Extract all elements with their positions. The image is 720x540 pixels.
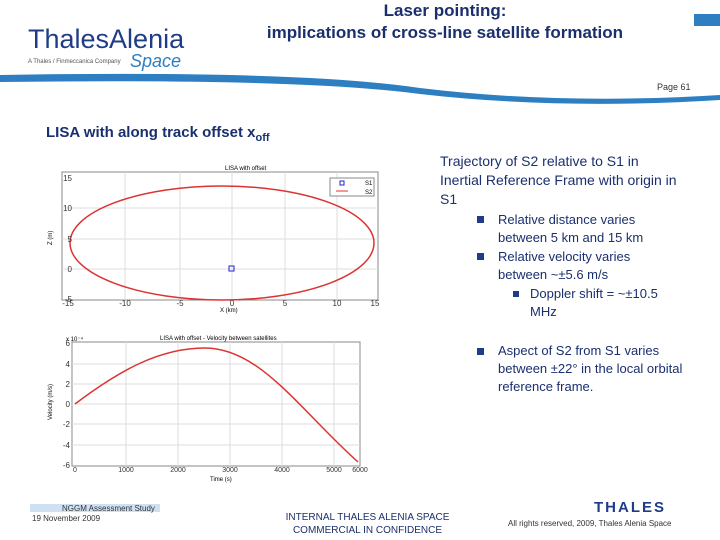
y-tick-label: 0: [66, 400, 71, 409]
logo-sub: A Thales / Finmeccanica Company: [28, 59, 121, 65]
y-tick-label: -5: [65, 295, 73, 304]
plot2-grid: [72, 342, 360, 466]
footer-rights: All rights reserved, 2009, Thales Alenia…: [508, 519, 672, 528]
bullet-marker: [477, 253, 484, 260]
footer-band: [30, 504, 160, 512]
title-line: Laser pointing:: [383, 1, 507, 20]
y-tick-label: -6: [63, 461, 71, 470]
y-label: Velocity (m/s): [48, 384, 54, 420]
section-sub: off: [255, 132, 270, 144]
x-label: Time (s): [210, 477, 232, 483]
bullet: Relative velocity varies between ~±5.6 m…: [498, 249, 631, 282]
content-heading: Trajectory of S2 relative to S1 in Inert…: [440, 153, 677, 207]
legend-s1: [339, 180, 345, 186]
thales-logo: THALES: [594, 499, 666, 516]
footer-study: NGGM Assessment Study: [62, 504, 155, 513]
footer-confidential: COMMERCIAL IN CONFIDENCE: [292, 525, 443, 536]
y-tick-label: 15: [63, 174, 72, 183]
y-label: Z (m): [48, 231, 54, 245]
plot-title: LISA with offset - Velocity between sate…: [160, 336, 277, 342]
s1-marker: [228, 265, 235, 272]
x-tick-label: -10: [119, 299, 131, 308]
legend-label: S1: [365, 181, 373, 187]
footer-date: 19 November 2009: [32, 514, 101, 523]
y-tick-label: 2: [66, 380, 71, 389]
x-tick-label: 6000: [352, 467, 368, 474]
x-tick-label: 1000: [118, 467, 134, 474]
x-tick-label: 10: [333, 299, 342, 308]
title-line: implications of cross-line satellite for…: [266, 23, 624, 42]
x-tick-label: 0: [73, 467, 77, 474]
sub-bullet: Doppler shift = ~±10.5 MHz: [530, 286, 658, 319]
x-tick-label: 5000: [326, 467, 342, 474]
plot-title: LISA with offset: [225, 166, 267, 172]
header-title: Laser pointing: implications of cross-li…: [235, 0, 655, 44]
x-tick-label: -15: [62, 299, 74, 308]
page-number: Page 61: [657, 82, 691, 92]
bullet-marker: [513, 291, 519, 297]
x-tick-label: 4000: [274, 467, 290, 474]
x-tick-label: 15: [371, 299, 380, 308]
trajectory: [69, 185, 375, 301]
logo-main: ThalesAlenia: [28, 24, 185, 54]
y-tick-label: -4: [63, 441, 71, 450]
bullet: Relative distance varies between 5 km an…: [498, 212, 644, 245]
y-tick-label: 0: [68, 265, 73, 274]
y-tick-label: 6: [66, 339, 71, 348]
y-tick-label: 5: [68, 235, 73, 244]
x-label: X (km): [220, 308, 238, 314]
section-text: LISA with along track offset x: [46, 124, 256, 141]
x-tick-label: 0: [230, 299, 235, 308]
x-tick-label: 5: [283, 299, 288, 308]
y-tick-label: 10: [63, 204, 72, 213]
corner-box: [694, 14, 720, 26]
velocity-curve: [74, 347, 359, 463]
section-title: LISA with along track offset xoff: [46, 124, 270, 144]
y-tick-label: -2: [63, 420, 71, 429]
footer-classification: INTERNAL THALES ALENIA SPACE COMMERCIAL …: [250, 511, 485, 537]
y-tick-label: 4: [66, 360, 71, 369]
logo-space: Space: [130, 51, 181, 71]
bullet-marker: [477, 348, 484, 355]
legend-label: S2: [365, 190, 373, 196]
header-swoosh: [0, 73, 720, 104]
bullet-marker: [477, 216, 484, 223]
exponent: x 10⁻⁴: [66, 336, 84, 343]
footer-internal: INTERNAL THALES ALENIA SPACE: [285, 512, 450, 523]
bullet: Aspect of S2 from S1 varies between ±22°…: [498, 343, 683, 394]
x-tick-label: 2000: [170, 467, 186, 474]
x-tick-label: -5: [176, 299, 184, 308]
x-tick-label: 3000: [222, 467, 238, 474]
